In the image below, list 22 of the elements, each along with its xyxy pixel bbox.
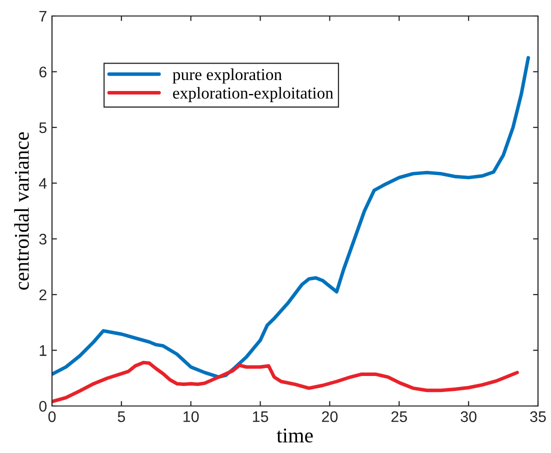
x-tick-label: 5 [118,411,126,422]
x-axis-title: time [276,428,313,443]
y-tick-label: 3 [39,234,46,245]
y-tick-label: 4 [38,178,47,189]
legend-label: pure exploration [172,68,282,84]
y-tick-label: 5 [39,122,46,134]
line-series [52,360,519,404]
x-tick-label: 25 [391,411,407,422]
x-tick-label: 10 [184,411,199,422]
x-tick-label: 15 [252,411,268,422]
y-axis-title: centroidal variance [14,132,29,290]
legend-label: exploration-exploitation [173,86,334,102]
y-tick-label: 1 [40,345,46,356]
x-tick-label: 20 [322,411,338,422]
x-tick-label: 30 [460,411,476,422]
y-tick-label: 7 [39,11,46,22]
line-series [52,56,530,379]
x-tick-label: 35 [530,411,546,422]
x-tick-label: 0 [48,411,56,422]
y-tick-label: 6 [39,66,46,78]
y-tick-label: 2 [39,289,46,300]
y-tick-label: 0 [39,400,47,412]
